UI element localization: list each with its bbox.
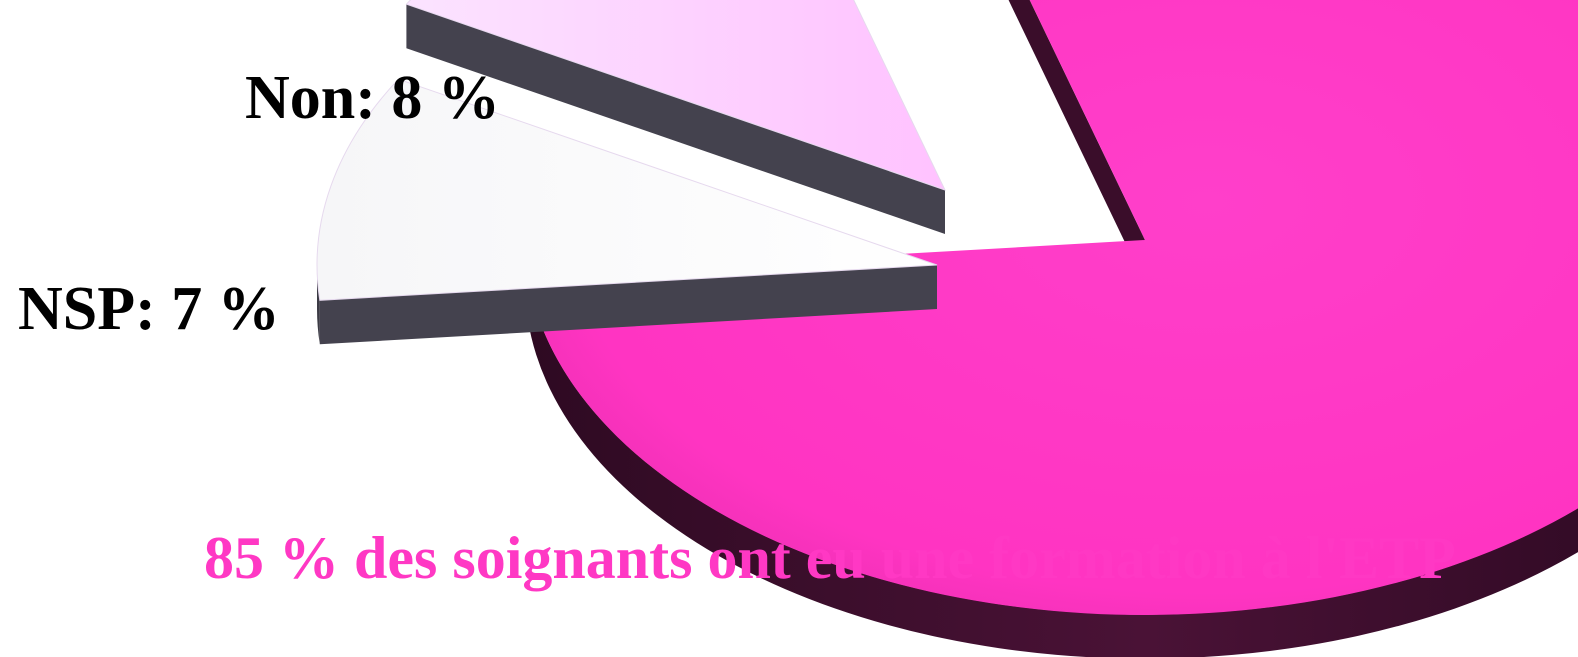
slice-nsp-wall xyxy=(319,265,937,345)
slice-non xyxy=(405,0,946,235)
slice-label-non: Non: 8 % xyxy=(245,64,500,132)
slice-oui xyxy=(527,0,1578,657)
slice-non-top xyxy=(405,0,946,191)
slice-nsp xyxy=(316,78,938,345)
chart-annotation: 85 % des soignants ont eu une formation … xyxy=(204,525,1456,591)
slice-oui-side xyxy=(527,275,1578,657)
slice-oui-top xyxy=(527,0,1578,615)
slice-nsp-top xyxy=(316,78,938,301)
slice-non-wall xyxy=(406,4,945,235)
slice-label-nsp: NSP: 7 % xyxy=(18,275,280,343)
